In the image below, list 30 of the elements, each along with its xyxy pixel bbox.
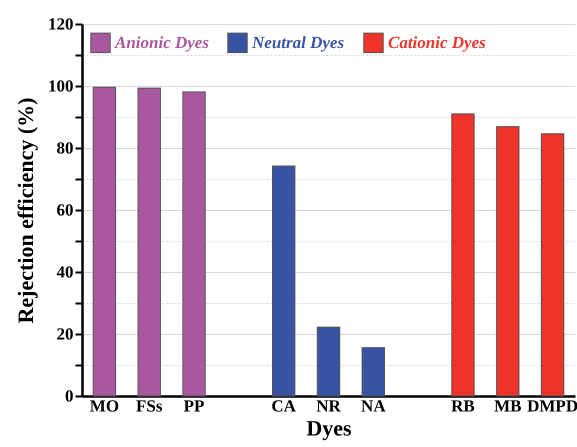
bar <box>138 88 161 396</box>
bar <box>540 133 564 396</box>
x-axis-title: Dyes <box>306 416 352 440</box>
bar <box>182 91 206 396</box>
y-tick-label: 0 <box>65 386 74 406</box>
x-tick-label: RB <box>451 396 475 416</box>
y-tick-label: 100 <box>48 76 74 96</box>
bar <box>272 165 296 396</box>
bar <box>92 86 116 396</box>
x-tick-label: FSs <box>136 396 163 416</box>
x-tick-label: DMPD <box>527 396 577 416</box>
x-tick-label: NA <box>361 396 386 416</box>
x-tick-label: NR <box>316 396 342 416</box>
y-tick-label: 120 <box>48 14 74 34</box>
bar <box>316 326 340 396</box>
y-tick-label: 20 <box>56 324 74 344</box>
x-tick-label: PP <box>184 396 204 416</box>
bar <box>496 126 520 396</box>
x-tick-label: MB <box>494 396 522 416</box>
legend-label: Anionic Dyes <box>114 32 210 52</box>
bar <box>362 347 386 396</box>
x-tick-label: CA <box>271 396 297 416</box>
y-axis-title: Rejection efficiency (%) <box>13 97 38 324</box>
y-tick-label: 40 <box>56 262 74 282</box>
x-tick-label: MO <box>90 396 120 416</box>
legend-label: Neutral Dyes <box>251 32 344 52</box>
y-tick-label: 60 <box>56 200 74 220</box>
y-tick-label: 80 <box>56 138 74 158</box>
legend-label: Cationic Dyes <box>388 32 486 52</box>
bar <box>451 113 475 396</box>
